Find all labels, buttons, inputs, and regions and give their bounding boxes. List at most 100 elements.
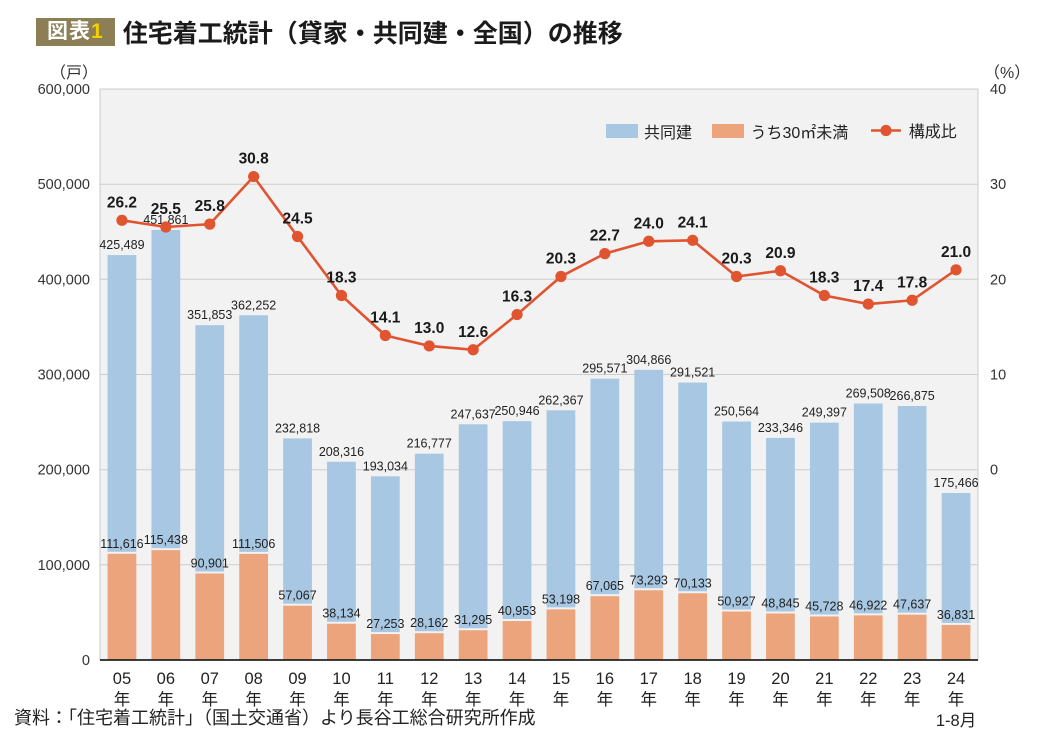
svg-text:0: 0 xyxy=(990,463,998,479)
svg-text:11: 11 xyxy=(377,670,394,688)
svg-text:年: 年 xyxy=(684,690,701,709)
svg-text:06: 06 xyxy=(157,670,175,688)
svg-text:05: 05 xyxy=(113,670,131,688)
svg-text:362,252: 362,252 xyxy=(231,298,276,312)
svg-text:16.3: 16.3 xyxy=(502,289,533,306)
svg-text:50,927: 50,927 xyxy=(717,595,755,609)
svg-text:24: 24 xyxy=(947,670,965,688)
svg-text:100,000: 100,000 xyxy=(38,558,90,574)
svg-text:45,728: 45,728 xyxy=(805,599,843,613)
svg-text:19: 19 xyxy=(727,670,745,688)
svg-text:年: 年 xyxy=(597,690,614,709)
svg-text:111,506: 111,506 xyxy=(232,537,275,551)
svg-text:20.3: 20.3 xyxy=(721,250,752,267)
svg-text:500,000: 500,000 xyxy=(38,177,90,193)
svg-text:13.0: 13.0 xyxy=(414,320,444,337)
svg-text:14: 14 xyxy=(508,670,526,688)
svg-text:20: 20 xyxy=(990,272,1006,288)
svg-text:262,367: 262,367 xyxy=(538,393,583,407)
svg-text:295,571: 295,571 xyxy=(582,362,627,376)
svg-text:年: 年 xyxy=(948,690,965,709)
svg-text:22.7: 22.7 xyxy=(590,228,620,245)
svg-text:40,953: 40,953 xyxy=(498,604,536,618)
svg-text:247,637: 247,637 xyxy=(451,407,496,421)
svg-text:300,000: 300,000 xyxy=(38,368,90,384)
svg-text:24.1: 24.1 xyxy=(678,214,709,231)
svg-text:57,067: 57,067 xyxy=(278,589,316,603)
svg-text:年: 年 xyxy=(772,690,789,709)
svg-text:26.2: 26.2 xyxy=(107,194,137,211)
svg-text:46,922: 46,922 xyxy=(849,598,887,612)
svg-text:351,853: 351,853 xyxy=(187,308,232,322)
svg-text:12.6: 12.6 xyxy=(458,324,489,341)
svg-text:年: 年 xyxy=(728,690,745,709)
svg-text:304,866: 304,866 xyxy=(626,353,671,367)
svg-text:25.8: 25.8 xyxy=(195,198,226,215)
svg-text:38,134: 38,134 xyxy=(322,607,360,621)
svg-text:233,346: 233,346 xyxy=(758,421,803,435)
svg-text:249,397: 249,397 xyxy=(802,406,847,420)
svg-text:年: 年 xyxy=(641,690,658,709)
svg-text:31,295: 31,295 xyxy=(454,613,492,627)
svg-text:15: 15 xyxy=(552,670,570,688)
svg-text:47,637: 47,637 xyxy=(893,598,931,612)
svg-text:400,000: 400,000 xyxy=(38,272,90,288)
svg-text:193,034: 193,034 xyxy=(363,459,408,473)
svg-text:17.4: 17.4 xyxy=(853,278,884,295)
svg-text:年: 年 xyxy=(553,690,570,709)
svg-text:67,065: 67,065 xyxy=(586,579,624,593)
svg-text:30: 30 xyxy=(990,177,1006,193)
svg-text:175,466: 175,466 xyxy=(933,476,978,490)
svg-text:年: 年 xyxy=(816,690,833,709)
svg-text:09: 09 xyxy=(288,670,306,688)
svg-text:08: 08 xyxy=(244,670,262,688)
svg-text:13: 13 xyxy=(464,670,482,688)
svg-text:17: 17 xyxy=(640,670,658,688)
svg-text:1-8月: 1-8月 xyxy=(936,712,976,730)
svg-text:216,777: 216,777 xyxy=(407,437,452,451)
svg-text:年: 年 xyxy=(904,690,921,709)
svg-text:250,946: 250,946 xyxy=(494,404,539,418)
svg-text:22: 22 xyxy=(859,670,877,688)
svg-text:53,198: 53,198 xyxy=(542,592,580,606)
svg-text:70,133: 70,133 xyxy=(674,576,712,590)
svg-text:10: 10 xyxy=(332,670,350,688)
svg-text:48,845: 48,845 xyxy=(761,597,799,611)
svg-text:24.5: 24.5 xyxy=(282,211,313,228)
svg-text:20.3: 20.3 xyxy=(546,250,577,267)
svg-text:115,438: 115,438 xyxy=(144,533,188,547)
svg-text:250,564: 250,564 xyxy=(714,405,759,419)
svg-text:年: 年 xyxy=(860,690,877,709)
svg-text:40: 40 xyxy=(990,82,1006,98)
svg-text:111,616: 111,616 xyxy=(100,537,143,551)
svg-text:73,293: 73,293 xyxy=(630,573,668,587)
svg-text:21: 21 xyxy=(815,670,833,688)
svg-text:18.3: 18.3 xyxy=(326,270,357,287)
svg-text:28,162: 28,162 xyxy=(410,616,448,630)
svg-text:21.0: 21.0 xyxy=(941,244,971,261)
svg-text:14.1: 14.1 xyxy=(370,309,401,326)
svg-text:18.3: 18.3 xyxy=(809,270,840,287)
svg-text:30.8: 30.8 xyxy=(239,151,270,168)
svg-text:24.0: 24.0 xyxy=(634,215,664,232)
svg-text:208,316: 208,316 xyxy=(319,445,364,459)
svg-text:291,521: 291,521 xyxy=(670,366,715,380)
svg-text:10: 10 xyxy=(990,368,1006,384)
svg-text:232,818: 232,818 xyxy=(275,421,320,435)
svg-text:20: 20 xyxy=(771,670,789,688)
svg-text:25.5: 25.5 xyxy=(151,201,182,218)
svg-text:17.8: 17.8 xyxy=(897,274,928,291)
svg-text:12: 12 xyxy=(420,670,438,688)
svg-text:269,508: 269,508 xyxy=(846,387,891,401)
svg-text:07: 07 xyxy=(201,670,219,688)
svg-text:425,489: 425,489 xyxy=(99,238,144,252)
svg-text:266,875: 266,875 xyxy=(890,389,935,403)
svg-text:0: 0 xyxy=(82,653,90,669)
svg-text:20.9: 20.9 xyxy=(765,245,796,262)
svg-text:27,253: 27,253 xyxy=(366,617,404,631)
svg-text:16: 16 xyxy=(596,670,614,688)
svg-text:90,901: 90,901 xyxy=(191,556,229,570)
svg-text:600,000: 600,000 xyxy=(38,82,90,98)
svg-text:18: 18 xyxy=(683,670,701,688)
svg-text:23: 23 xyxy=(903,670,921,688)
